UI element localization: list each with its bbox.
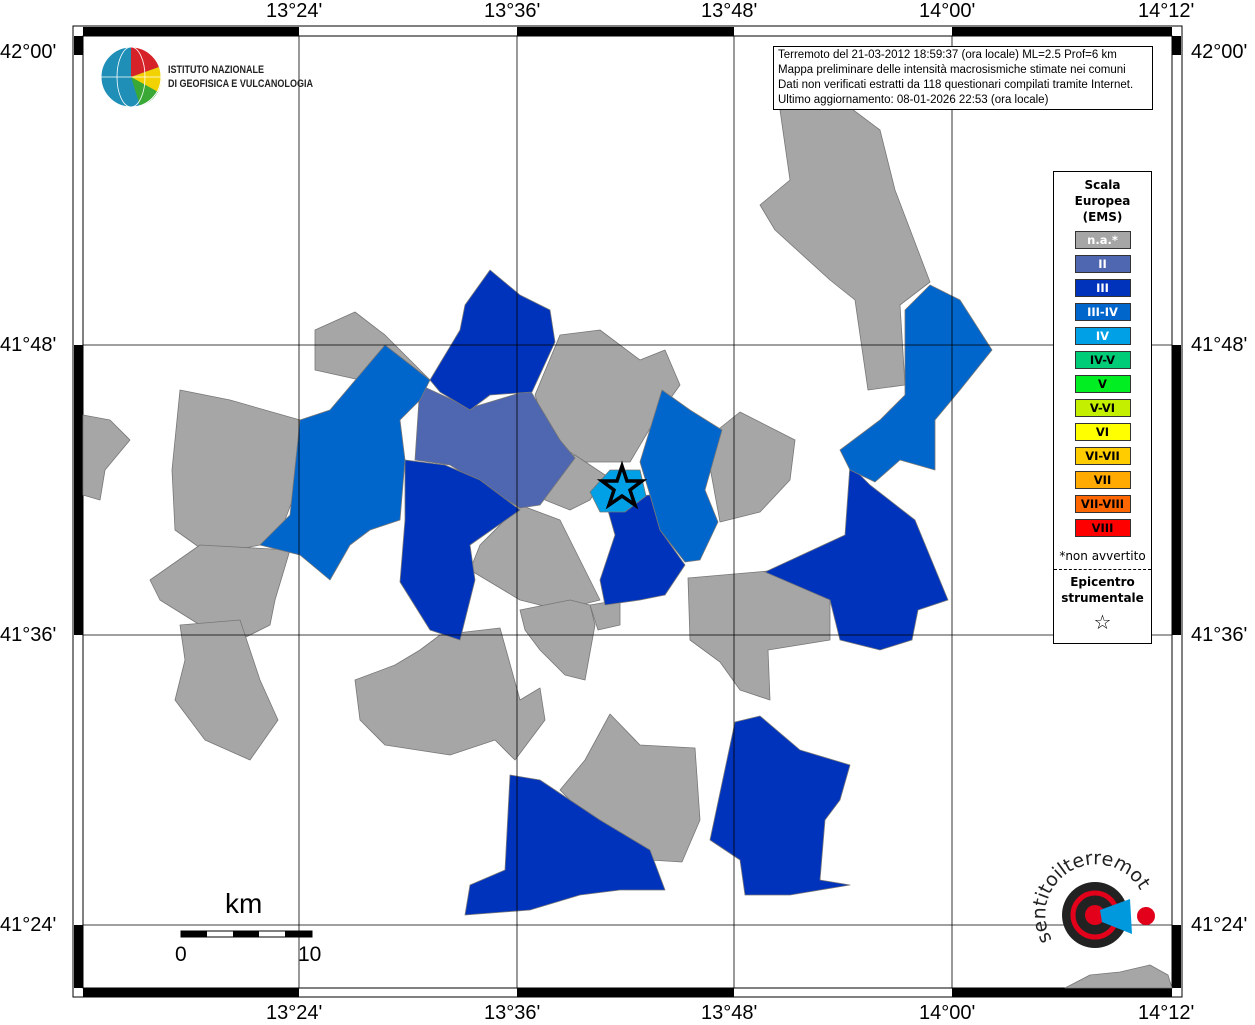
event-info-line1: Terremoto del 21-03-2012 18:59:37 (ora l… [778, 49, 1117, 61]
lon-label-top-4: 14°00' [919, 0, 976, 22]
lat-label-right-1: 42°00' [1191, 41, 1248, 63]
ingv-line2: DI GEOFISICA E VULCANOLOGIA [168, 78, 313, 90]
legend-swatch: V [1074, 375, 1131, 393]
lat-label-left-2: 41°48' [0, 334, 57, 356]
scale-start: 0 [175, 943, 187, 966]
lat-label-left-4: 41°24' [0, 914, 57, 936]
lon-label-bottom-1: 13°24' [266, 1002, 323, 1024]
lon-label-bottom-2: 13°36' [484, 1002, 541, 1024]
lat-label-left-1: 42°00' [0, 41, 57, 63]
event-info-line4: Ultimo aggiornamento: 08-01-2026 22:53 (… [778, 94, 1049, 106]
legend-title-line3: (EMS) [1082, 210, 1123, 224]
region-iii [399, 269, 949, 916]
legend-epicenter-label: Epicentro strumentale [1054, 574, 1151, 606]
legend-swatch: IV [1074, 327, 1131, 345]
lon-label-bottom-4: 14°00' [919, 1002, 976, 1024]
region-ii [414, 384, 576, 509]
event-info-line3: Dati non verificati estratti da 118 ques… [778, 79, 1134, 91]
legend-swatch: n.a.* [1074, 231, 1131, 249]
lon-label-bottom-5: 14°12' [1138, 1002, 1195, 1024]
scale-unit: km [225, 888, 263, 919]
ingv-logo-text: ISTITUTO NAZIONALE DI GEOFISICA E VULCAN… [168, 63, 313, 91]
lat-label-left-3: 41°36' [0, 624, 57, 646]
lon-label-bottom-3: 13°48' [701, 1002, 758, 1024]
legend-swatches: n.a.* II III III-IV IV IV-V V V-VI VI VI-VII VII VI… [1054, 231, 1151, 537]
legend-swatch: VI-VII [1074, 447, 1131, 465]
legend-note: *non avvertito [1059, 549, 1146, 563]
legend-epicenter-line2: strumentale [1061, 591, 1144, 605]
legend-star-icon: ☆ [1093, 610, 1112, 634]
legend-swatch: VII [1074, 471, 1131, 489]
legend-swatch: VII-VIII [1074, 495, 1131, 513]
region-na [82, 99, 1173, 989]
legend-swatch: III [1074, 279, 1131, 297]
region-iii-iv [259, 284, 993, 581]
legend-separator [1054, 569, 1151, 570]
lon-label-top-5: 14°12' [1138, 0, 1195, 22]
legend-title-line1: Scala [1084, 178, 1121, 192]
legend-swatch: II [1074, 255, 1131, 273]
lat-label-right-4: 41°24' [1191, 914, 1248, 936]
lat-label-right-2: 41°48' [1191, 334, 1248, 356]
ingv-logo [100, 46, 162, 108]
legend-title-line2: Europea [1074, 194, 1131, 208]
ingv-line1: ISTITUTO NAZIONALE [168, 64, 265, 76]
map-frame [72, 25, 1183, 998]
legend-swatch: III-IV [1074, 303, 1131, 321]
legend-swatch: IV-V [1074, 351, 1131, 369]
lat-label-right-3: 41°36' [1191, 624, 1248, 646]
epicenter-star-icon [596, 460, 648, 510]
legend-swatch: VI [1074, 423, 1131, 441]
scale-bar [180, 930, 313, 938]
ems-legend: Scala Europea (EMS) n.a.* II III III-IV IV IV… [1053, 171, 1152, 644]
graticule [83, 36, 1172, 988]
legend-title: Scala Europea (EMS) [1054, 177, 1151, 225]
event-info-box: Terremoto del 21-03-2012 18:59:37 (ora l… [773, 46, 1153, 110]
lon-label-top-2: 13°36' [484, 0, 541, 22]
legend-swatch: VIII [1074, 519, 1131, 537]
event-info-line2: Mappa preliminare delle intensità macros… [778, 64, 1126, 76]
legend-epicenter-line1: Epicentro [1070, 575, 1135, 589]
scale-end: 10 [298, 943, 322, 966]
legend-swatch: V-VI [1074, 399, 1131, 417]
lon-label-top-1: 13°24' [266, 0, 323, 22]
lon-label-top-3: 13°48' [701, 0, 758, 22]
